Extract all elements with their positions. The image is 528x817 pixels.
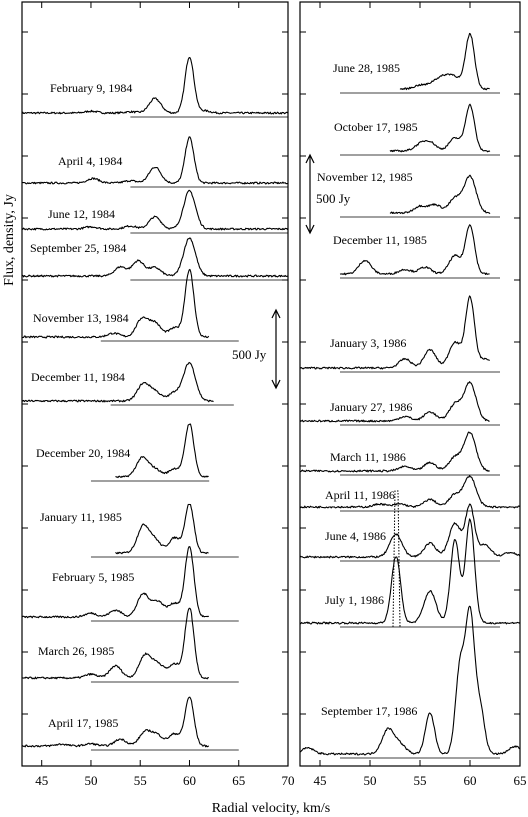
epoch-label: April 17, 1985 [48, 716, 118, 730]
x-tick-label: 60 [183, 773, 196, 788]
right-scale-bar-label: 500 Jy [316, 191, 351, 206]
right-scale-bar: 500 Jy [305, 153, 351, 235]
epoch-label: February 9, 1984 [50, 81, 132, 95]
spectrum-trace [21, 189, 289, 231]
x-tick-label: 55 [414, 773, 427, 788]
spectrum-trace [299, 605, 520, 756]
spectrum-trace [399, 32, 490, 91]
epoch-label: December 11, 1985 [333, 233, 427, 247]
spectrum-trace [339, 224, 490, 276]
epoch-label: February 5, 1985 [52, 570, 134, 584]
epoch-label: September 17, 1986 [321, 704, 417, 718]
spectrum-trace [115, 423, 209, 479]
right-scale-bar-arrow-top [305, 153, 315, 164]
right-panel-frame [299, 1, 521, 767]
x-axis-title: Radial velocity, km/s [212, 801, 330, 816]
left-scale-bar-arrow-bottom [271, 379, 281, 390]
spectrum-trace [21, 361, 214, 403]
spectrum-trace [299, 503, 521, 559]
x-tick-label: 70 [282, 773, 295, 788]
spectrum-trace [299, 475, 521, 509]
epoch-label: November 13, 1984 [33, 311, 129, 325]
x-tick-label: 60 [464, 773, 477, 788]
right-axis-ticks: 45 50 55 60 65 [300, 2, 527, 788]
epoch-label: January 27, 1986 [330, 400, 412, 414]
epoch-label: June 12, 1984 [48, 207, 115, 221]
epoch-label: March 11, 1986 [330, 450, 406, 464]
spectrum-trace [21, 136, 288, 185]
right-scale-bar-arrow-bottom [305, 224, 315, 235]
left-panel: 45 50 55 60 65 70 February 9, 1984 April 4, 19… [21, 1, 295, 788]
right-panel: 45 50 55 60 65 June 28, 1985 October 17, 1985… [299, 1, 527, 788]
spectrum-trace [21, 268, 210, 339]
left-scale-bar-arrow-top [271, 308, 281, 319]
spectrum-trace [299, 295, 490, 370]
epoch-label: October 17, 1985 [334, 120, 418, 134]
x-tick-label: 65 [232, 773, 245, 788]
x-tick-label: 45 [314, 773, 327, 788]
x-tick-label: 45 [35, 773, 48, 788]
epoch-label: November 12, 1985 [317, 170, 413, 184]
spectrum-trace [21, 546, 210, 619]
spectrum-trace [299, 431, 490, 473]
epoch-label: January 11, 1985 [40, 510, 122, 524]
x-tick-label: 50 [364, 773, 377, 788]
epoch-label: July 1, 1986 [325, 593, 384, 607]
spectrum-trace [389, 103, 491, 153]
left-scale-bar-label: 500 Jy [232, 347, 267, 362]
spectrum-trace [21, 696, 210, 748]
right-spectra: June 28, 1985 October 17, 1985 November 12… [299, 32, 521, 759]
epoch-label: June 4, 1986 [325, 529, 386, 543]
epoch-label: March 26, 1985 [38, 644, 114, 658]
x-tick-label: 65 [514, 773, 527, 788]
epoch-label: December 20, 1984 [36, 446, 130, 460]
epoch-label: April 4, 1984 [58, 154, 122, 168]
spectrum-trace [21, 57, 288, 115]
spectrum-trace [115, 503, 209, 555]
y-axis-title: Flux, density, Jy [2, 194, 17, 286]
epoch-label: June 28, 1985 [333, 61, 400, 75]
epoch-label: December 11, 1984 [31, 370, 125, 384]
epoch-label: September 25, 1984 [30, 241, 126, 255]
dotted-feature-overlay [392, 490, 401, 628]
x-tick-label: 55 [134, 773, 147, 788]
left-scale-bar: 500 Jy [232, 308, 281, 390]
left-axis-ticks: 45 50 55 60 65 70 [22, 2, 295, 788]
spectrum-trace [21, 607, 209, 680]
spectrum-trace [389, 174, 491, 215]
left-spectra: February 9, 1984 April 4, 1984 June 12, 19… [21, 57, 289, 751]
left-panel-frame [21, 1, 289, 767]
x-tick-label: 50 [84, 773, 97, 788]
spectrum-trace [299, 381, 490, 423]
spectrum-trace [299, 518, 521, 625]
spectrum-trace [21, 237, 288, 278]
epoch-label: April 11, 1986 [325, 488, 395, 502]
epoch-label: January 3, 1986 [330, 336, 406, 350]
